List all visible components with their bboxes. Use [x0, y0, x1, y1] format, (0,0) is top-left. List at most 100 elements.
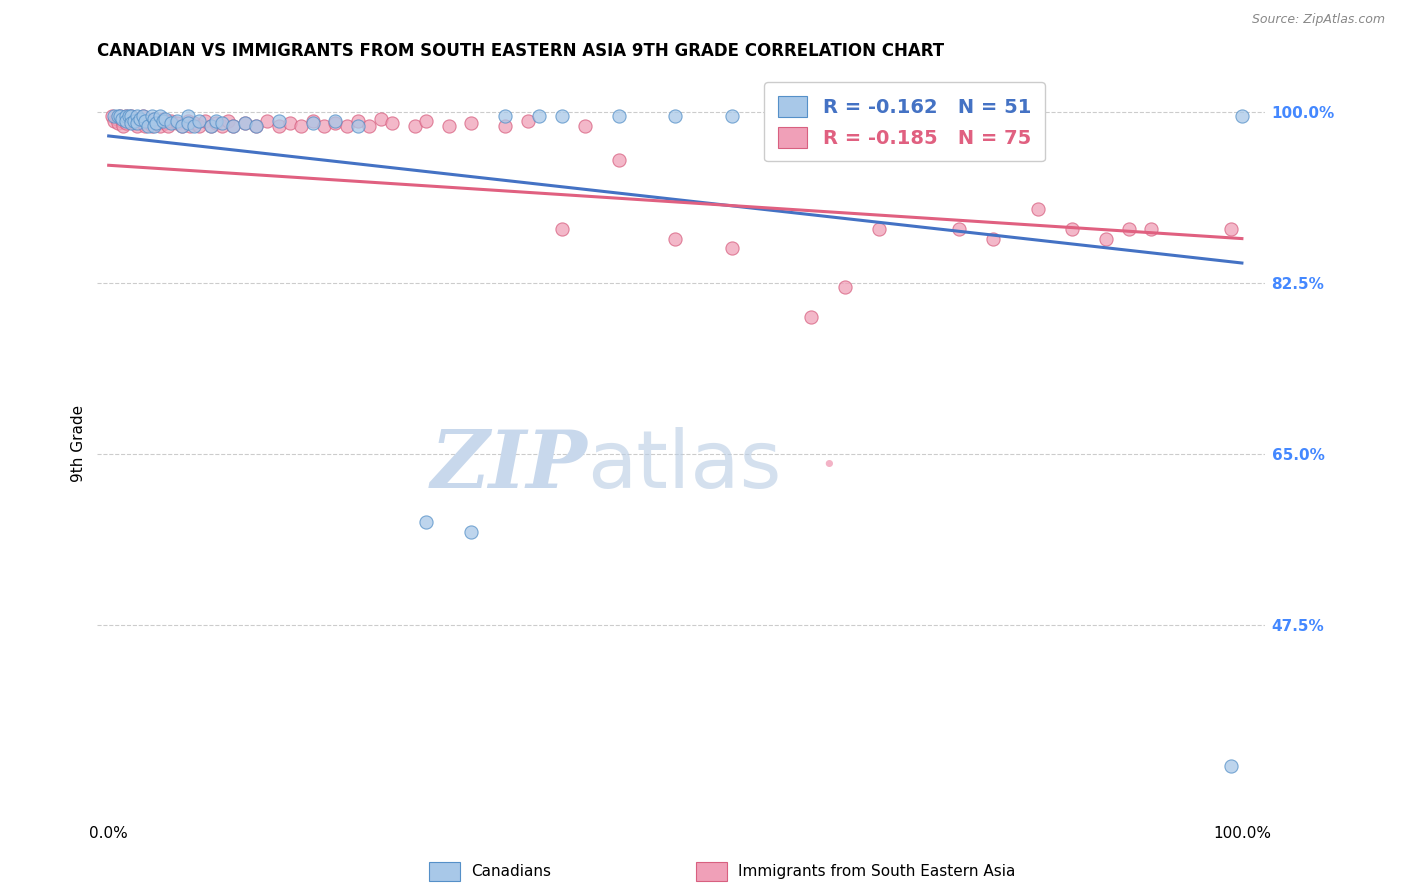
Point: [460, 116, 482, 130]
Point: [111, 114, 134, 128]
Point: [108, 110, 131, 124]
Point: [149, 110, 172, 124]
Point: [607, 110, 630, 124]
Point: [323, 114, 346, 128]
Point: [120, 116, 142, 130]
Point: [138, 119, 160, 133]
Point: [1026, 202, 1049, 217]
Point: [664, 231, 686, 245]
Point: [256, 114, 278, 128]
Point: [101, 110, 124, 124]
Point: [141, 110, 163, 124]
Point: [125, 110, 148, 124]
Point: [183, 116, 205, 130]
Point: [1230, 110, 1253, 124]
Point: [981, 231, 1004, 245]
Point: [267, 114, 290, 128]
Point: [114, 116, 136, 130]
Point: [1219, 759, 1241, 773]
Point: [200, 119, 222, 133]
Point: [301, 116, 323, 130]
Point: [222, 119, 245, 133]
Point: [122, 114, 145, 128]
Point: [551, 110, 574, 124]
Point: [155, 116, 177, 130]
Point: [222, 119, 245, 133]
Point: [179, 119, 201, 133]
Point: [301, 114, 323, 128]
Point: [141, 119, 163, 133]
Point: [177, 116, 200, 130]
Point: [122, 116, 145, 130]
Text: Source: ZipAtlas.com: Source: ZipAtlas.com: [1251, 13, 1385, 27]
Point: [529, 110, 551, 124]
Point: [607, 153, 630, 168]
Point: [323, 116, 346, 130]
Point: [494, 110, 516, 124]
Point: [145, 116, 167, 130]
Point: [721, 241, 744, 255]
Text: •: •: [821, 454, 835, 478]
Point: [143, 119, 166, 133]
Point: [166, 116, 188, 130]
Point: [114, 114, 136, 128]
Point: [494, 119, 516, 133]
Point: [217, 114, 239, 128]
Point: [118, 110, 141, 124]
Point: [347, 114, 370, 128]
Point: [290, 119, 312, 133]
Point: [118, 112, 141, 127]
Point: [107, 116, 129, 130]
Point: [205, 116, 228, 130]
Point: [267, 119, 290, 133]
Point: [381, 116, 404, 130]
Point: [211, 119, 233, 133]
Point: [138, 114, 160, 128]
Point: [114, 110, 136, 124]
Point: [404, 119, 426, 133]
Point: [359, 119, 381, 133]
Point: [143, 112, 166, 127]
Point: [868, 222, 890, 236]
Point: [211, 116, 233, 130]
Point: [152, 112, 174, 127]
Point: [1118, 222, 1140, 236]
Point: [1219, 222, 1241, 236]
Point: [125, 112, 148, 127]
Point: [664, 110, 686, 124]
Legend: R = -0.162   N = 51, R = -0.185   N = 75: R = -0.162 N = 51, R = -0.185 N = 75: [765, 82, 1045, 161]
Point: [105, 112, 128, 127]
Point: [103, 114, 125, 128]
Point: [233, 116, 256, 130]
Point: [152, 114, 174, 128]
Point: [415, 114, 437, 128]
Point: [1060, 222, 1083, 236]
Text: atlas: atlas: [588, 427, 782, 505]
Point: [1140, 222, 1163, 236]
Point: [107, 110, 129, 124]
Point: [131, 116, 153, 130]
Point: [129, 112, 152, 127]
Point: [177, 114, 200, 128]
Point: [111, 112, 134, 127]
Point: [278, 116, 301, 130]
Point: [205, 114, 228, 128]
Point: [114, 110, 136, 124]
Text: ZIP: ZIP: [430, 427, 588, 505]
Point: [134, 114, 156, 128]
Point: [120, 110, 142, 124]
Point: [131, 110, 153, 124]
Text: Canadians: Canadians: [471, 864, 551, 879]
Y-axis label: 9th Grade: 9th Grade: [72, 405, 86, 483]
Point: [721, 110, 744, 124]
Point: [574, 119, 596, 133]
Point: [551, 222, 574, 236]
Point: [125, 119, 148, 133]
Point: [103, 110, 125, 124]
Point: [160, 116, 183, 130]
Point: [245, 119, 267, 133]
Point: [200, 119, 222, 133]
Point: [460, 524, 482, 539]
Point: [233, 116, 256, 130]
Point: [312, 119, 335, 133]
